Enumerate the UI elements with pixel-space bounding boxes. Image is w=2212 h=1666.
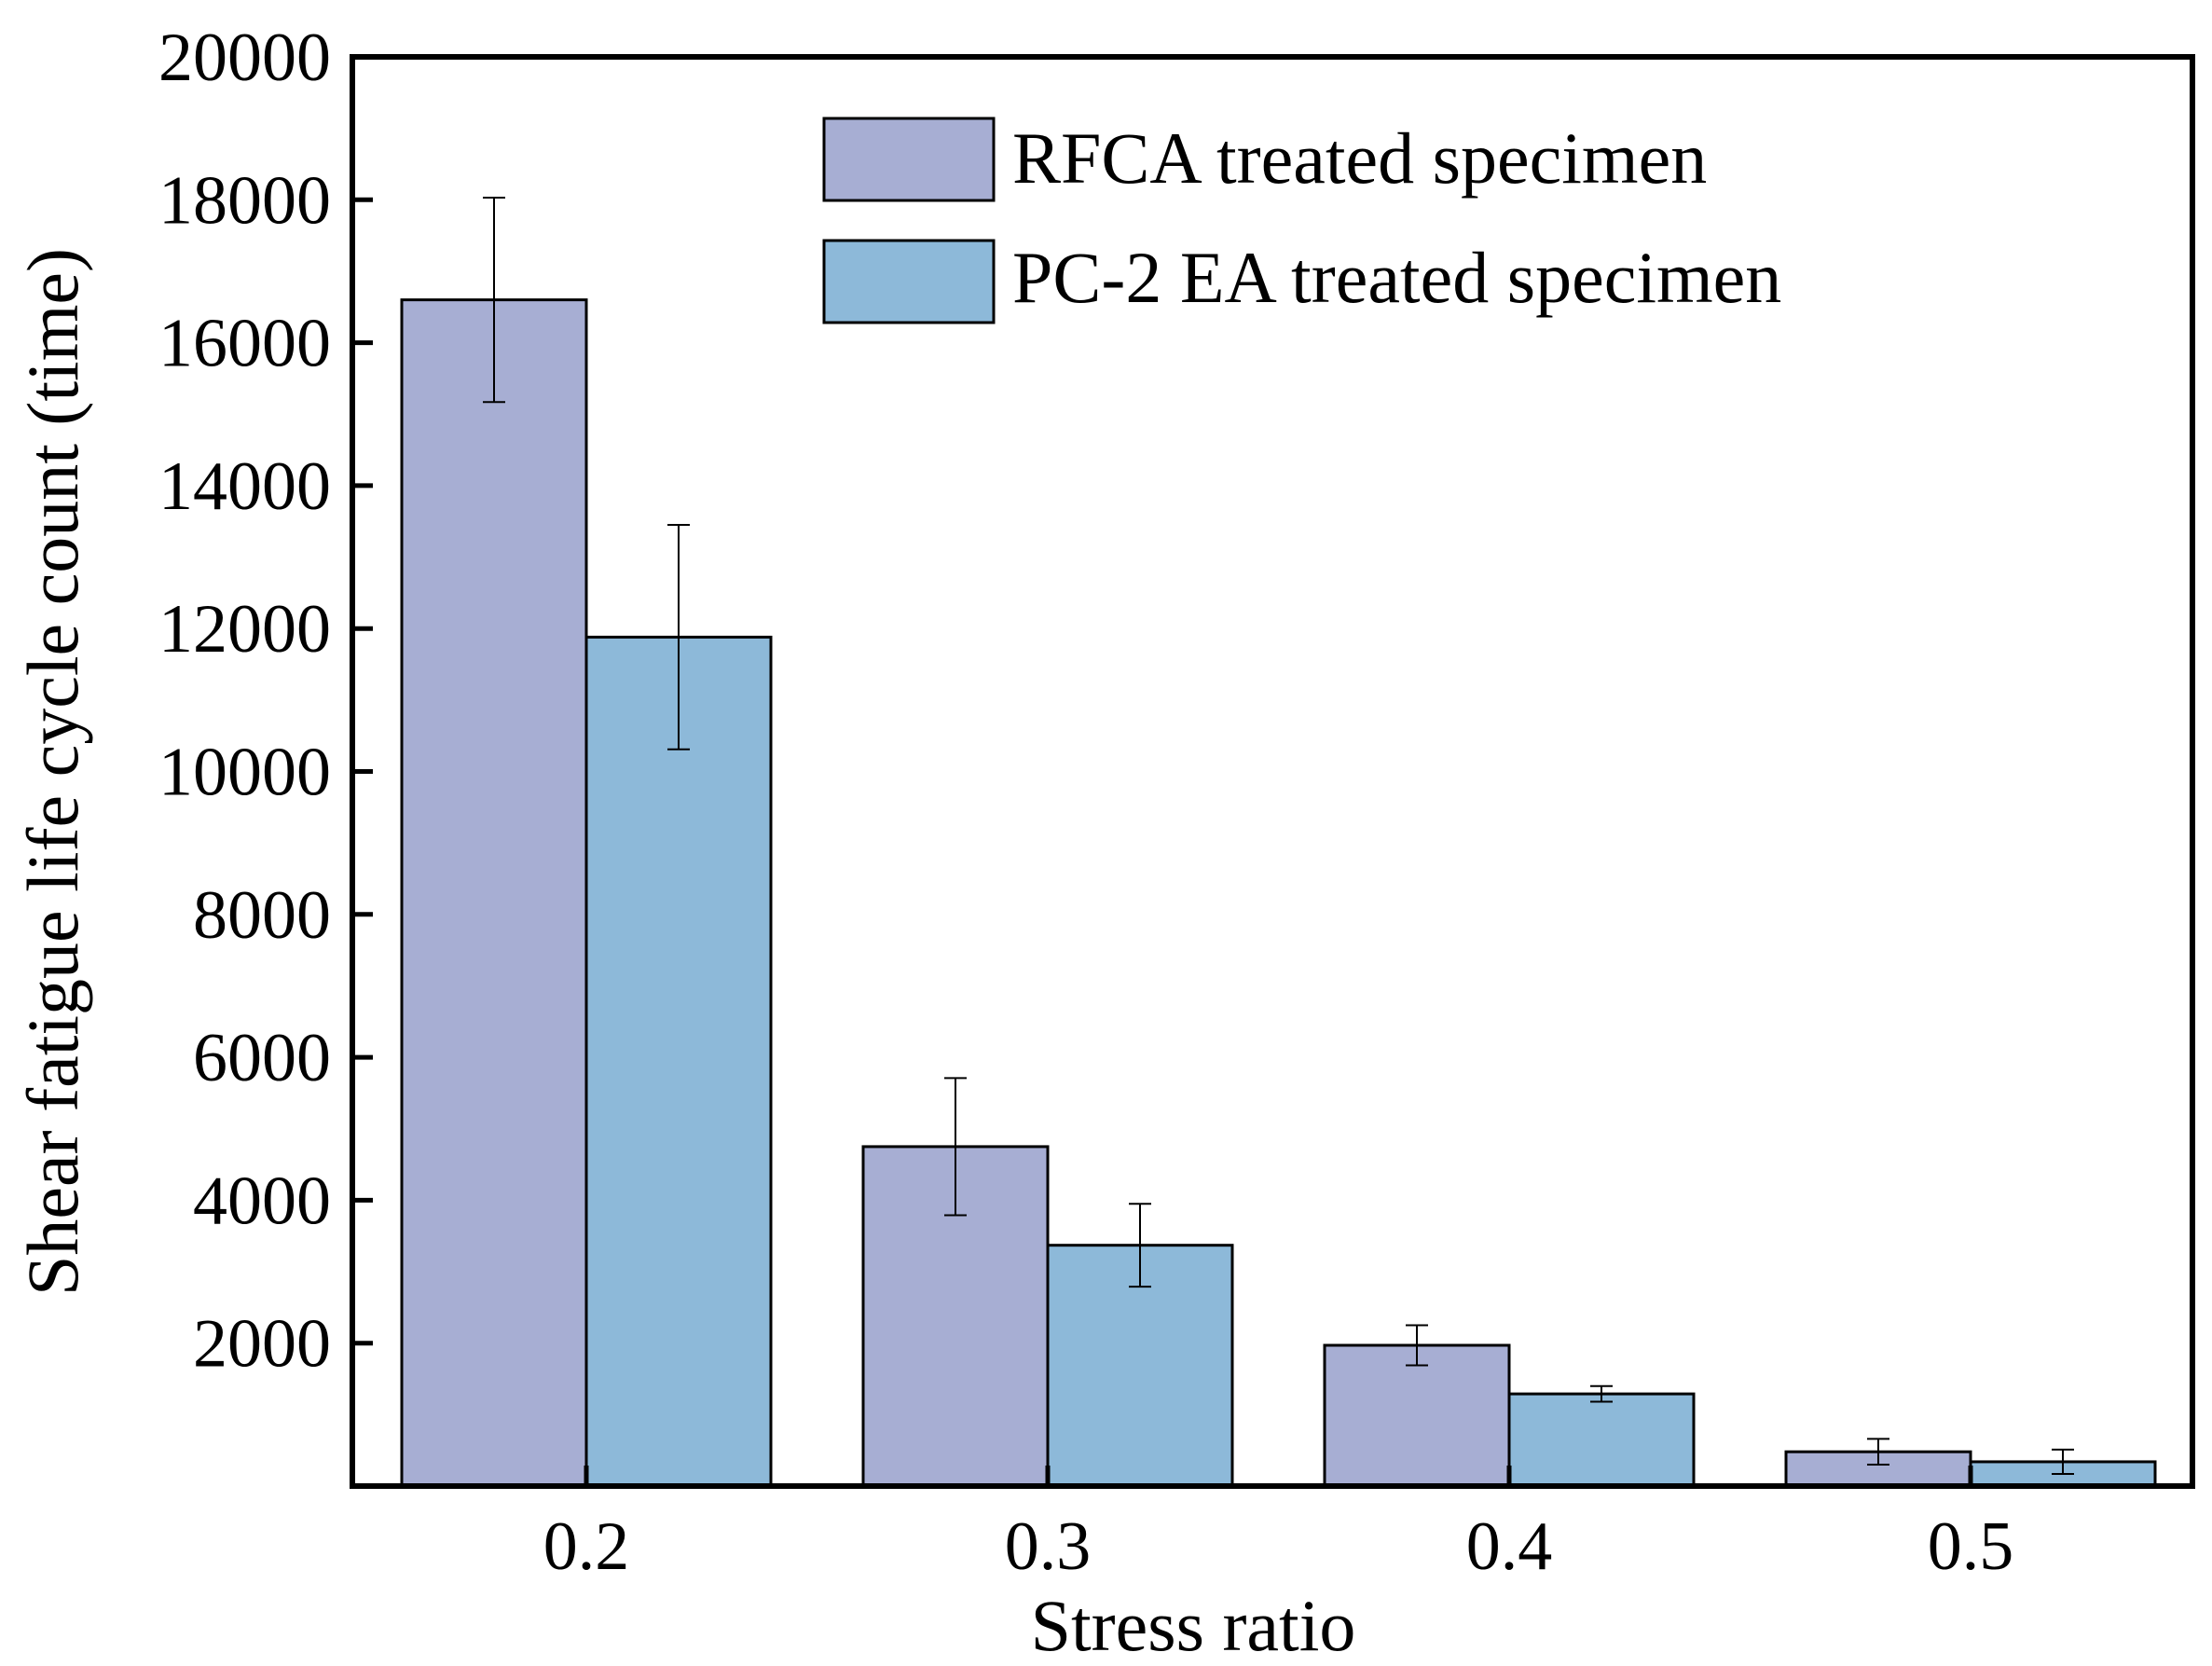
y-tick-label: 20000 [158, 20, 331, 96]
x-axis-ticks: 0.2 0.3 0.4 0.5 [543, 1466, 2014, 1585]
y-axis-ticks: 2000 4000 6000 8000 10000 12000 14000 16000 1800… [158, 20, 373, 1383]
errorbar-series0-0.3 [944, 1077, 967, 1217]
y-tick-label: 12000 [158, 591, 331, 668]
errorbar-series1-0.3 [1129, 1203, 1151, 1288]
x-axis-title: Stress ratio [1031, 1585, 1356, 1666]
legend-label-rfca: RFCA treated specimen [1012, 117, 1707, 199]
y-tick-label: 16000 [158, 306, 331, 382]
y-tick-label: 8000 [193, 877, 331, 954]
bars-layer [400, 298, 2157, 1488]
errorbar-series1-0.5 [2052, 1448, 2074, 1475]
legend-swatch-rfca [822, 117, 996, 202]
y-tick-label: 14000 [158, 448, 331, 525]
y-tick-label: 2000 [193, 1306, 331, 1383]
errorbars-layer [483, 197, 2074, 1475]
y-tick-label: 10000 [158, 735, 331, 811]
bar-series0-0.2 [400, 298, 588, 1488]
x-tick-label: 0.4 [1466, 1508, 1553, 1585]
y-tick-label: 18000 [158, 162, 331, 239]
errorbar-series0-0.2 [483, 197, 505, 404]
x-tick-label: 0.5 [1928, 1508, 2014, 1585]
bar-series1-0.4 [1507, 1392, 1696, 1488]
errorbar-series0-0.4 [1406, 1324, 1428, 1367]
errorbar-series1-0.2 [667, 524, 690, 750]
y-axis-title: Shear fatigue life cycle count (time) [12, 248, 93, 1296]
legend: RFCA treated specimen PC-2 EA treated sp… [822, 117, 1781, 324]
x-tick-label: 0.3 [1005, 1508, 1092, 1585]
errorbar-series1-0.4 [1590, 1384, 1613, 1403]
y-tick-label: 4000 [193, 1163, 331, 1239]
bar-series1-0.2 [584, 635, 773, 1488]
errorbar-series0-0.5 [1867, 1438, 1889, 1466]
legend-label-pc2ea: PC-2 EA treated specimen [1012, 237, 1781, 318]
y-tick-label: 6000 [193, 1020, 331, 1096]
x-tick-label: 0.2 [543, 1508, 630, 1585]
legend-swatch-pc2ea [822, 239, 996, 324]
bar-series0-0.4 [1323, 1343, 1511, 1488]
